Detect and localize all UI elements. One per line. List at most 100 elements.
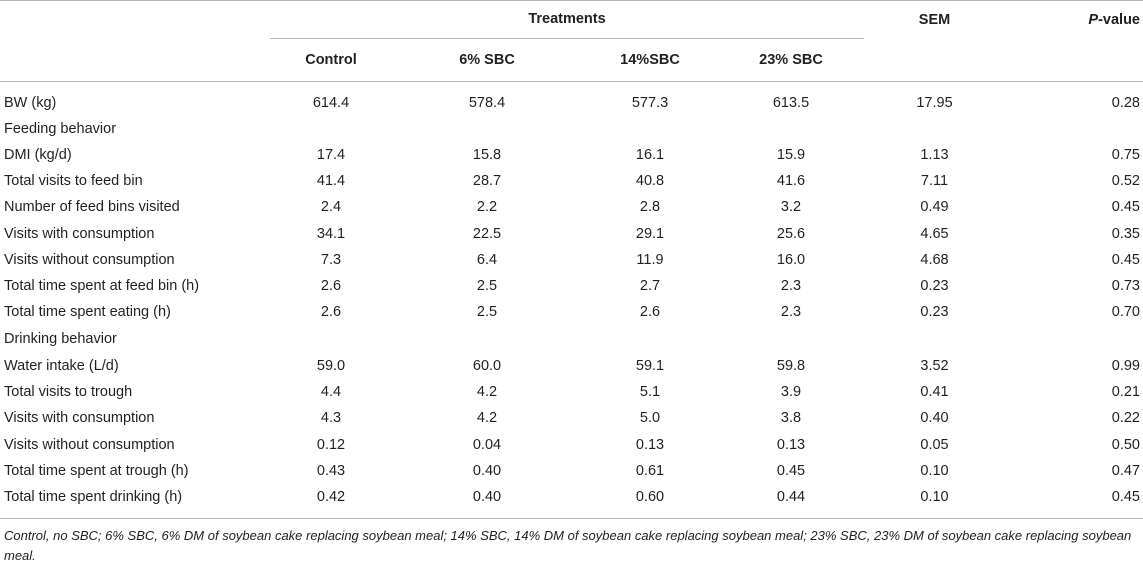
header-row-1: Treatments SEM P-value [0, 0, 1143, 39]
treatments-underline-row [0, 37, 1143, 39]
table-row: DMI (kg/d) 17.4 15.8 16.1 15.9 1.13 0.75 [0, 142, 1143, 168]
row-label: Number of feed bins visited [4, 199, 180, 216]
cell-23-sbc: 25.6 [776, 225, 806, 242]
cell-23-sbc: 16.0 [776, 251, 806, 268]
pvalue-header-rest: -value [1098, 12, 1140, 28]
cell-pvalue: 0.21 [1111, 384, 1140, 401]
cell-23-sbc: 0.45 [776, 462, 806, 479]
section-title-feeding: Feeding behavior [4, 120, 117, 137]
cell-14-sbc: 2.6 [639, 304, 661, 321]
drinking-rows: Water intake (L/d) 59.0 60.0 59.1 59.8 3.52 0.… [0, 353, 1143, 511]
table-footnote: Control, no SBC; 6% SBC, 6% DM of soybea… [4, 528, 1132, 563]
section-row-drinking: Drinking behavior [0, 326, 1143, 353]
pvalue-header-italic: P [1088, 12, 1099, 28]
row-label: Total visits to feed bin [4, 172, 143, 189]
cell-sem: 0.40 [920, 410, 949, 427]
row-label: Total visits to trough [4, 384, 133, 401]
cell-control: 0.12 [316, 436, 346, 453]
cell-sem: 3.52 [920, 357, 949, 374]
cell-23-sbc: 3.2 [780, 199, 802, 216]
cell-control: 59.0 [316, 357, 346, 374]
cell-sem: 17.95 [916, 94, 953, 111]
cell-control: 41.4 [316, 172, 346, 189]
cell-sem: 4.65 [920, 225, 949, 242]
cell-6-sbc: 22.5 [472, 225, 502, 242]
row-label: Total time spent at trough (h) [4, 462, 189, 479]
cell-pvalue: 0.75 [1111, 146, 1140, 163]
cell-control: 4.4 [320, 384, 342, 401]
cell-6-sbc: 28.7 [472, 172, 502, 189]
header-empty-cell [0, 1, 270, 38]
cell-14-sbc: 5.0 [639, 410, 661, 427]
column-header-14-sbc: 14%SBC [620, 51, 680, 68]
cell-6-sbc: 0.40 [472, 489, 502, 506]
cell-sem: 0.41 [920, 384, 949, 401]
sem-header: SEM [864, 1, 1005, 39]
table-row: Visits without consumption 7.3 6.4 11.9 16.0… [0, 247, 1143, 273]
cell-23-sbc: 2.3 [780, 278, 802, 295]
feeding-rows: DMI (kg/d) 17.4 15.8 16.1 15.9 1.13 0.75 Total … [0, 142, 1143, 326]
cell-6-sbc: 2.2 [476, 199, 498, 216]
cell-23-sbc: 3.9 [780, 384, 802, 401]
cell-6-sbc: 2.5 [476, 304, 498, 321]
row-label: Water intake (L/d) [4, 357, 119, 374]
cell-23-sbc: 0.44 [776, 489, 806, 506]
cell-sem: 0.23 [920, 278, 949, 295]
cell-pvalue: 0.73 [1111, 278, 1140, 295]
row-label: BW (kg) [4, 94, 57, 111]
cell-pvalue: 0.45 [1111, 199, 1140, 216]
table-bottom-rule [0, 510, 1143, 519]
cell-6-sbc: 0.04 [472, 436, 502, 453]
table-row: Total time spent at feed bin (h) 2.6 2.5 2.… [0, 273, 1143, 299]
results-table: Treatments SEM P-value Control 6% SBC 14… [0, 0, 1143, 519]
row-label: Total time spent drinking (h) [4, 489, 183, 506]
cell-pvalue: 0.47 [1111, 462, 1140, 479]
table-row-bw: BW (kg) 614.4 578.4 577.3 613.5 17.95 0.… [0, 90, 1143, 116]
sem-header-label: SEM [918, 12, 951, 28]
cell-14-sbc: 59.1 [635, 357, 665, 374]
row-label: Visits without consumption [4, 436, 175, 453]
row-label: DMI (kg/d) [4, 146, 72, 163]
cell-pvalue: 0.50 [1111, 436, 1140, 453]
cell-pvalue: 0.45 [1111, 489, 1140, 506]
cell-pvalue: 0.99 [1111, 357, 1140, 374]
cell-sem: 1.13 [920, 146, 949, 163]
cell-control: 7.3 [320, 251, 342, 268]
cell-control: 34.1 [316, 225, 346, 242]
cell-14-sbc: 2.7 [639, 278, 661, 295]
cell-6-sbc: 6.4 [476, 251, 498, 268]
row-label: Visits with consumption [4, 225, 155, 242]
row-label: Total time spent eating (h) [4, 304, 171, 321]
cell-23-sbc: 41.6 [776, 172, 806, 189]
treatments-header-label: Treatments [528, 11, 606, 28]
cell-14-sbc: 0.60 [635, 489, 665, 506]
cell-14-sbc: 2.8 [639, 199, 661, 216]
pvalue-header: P-value [1005, 1, 1143, 39]
cell-6-sbc: 4.2 [476, 384, 498, 401]
cell-sem: 0.49 [920, 199, 949, 216]
table-row: Visits without consumption 0.12 0.04 0.13 0.… [0, 431, 1143, 457]
cell-23-sbc: 0.13 [776, 436, 806, 453]
cell-sem: 0.23 [920, 304, 949, 321]
cell-control: 0.42 [316, 489, 346, 506]
table-row: Water intake (L/d) 59.0 60.0 59.1 59.8 3.52 0.… [0, 353, 1143, 379]
treatments-underline [270, 37, 864, 39]
cell-pvalue: 0.28 [1111, 94, 1140, 111]
row-label: Visits with consumption [4, 410, 155, 427]
cell-sem: 4.68 [920, 251, 949, 268]
treatments-header: Treatments [270, 1, 864, 38]
cell-control: 2.4 [320, 199, 342, 216]
section-row-feeding: Feeding behavior [0, 116, 1143, 142]
column-header-6-sbc: 6% SBC [459, 51, 515, 68]
cell-23-sbc: 3.8 [780, 410, 802, 427]
cell-14-sbc: 11.9 [636, 251, 664, 268]
cell-14-sbc: 5.1 [639, 384, 661, 401]
table-row: Total time spent at trough (h) 0.43 0.40 0.… [0, 458, 1143, 484]
table-row: Total visits to trough 4.4 4.2 5.1 3.9 0.41 0.… [0, 379, 1143, 405]
table-row: Visits with consumption 4.3 4.2 5.0 3.8 0.40 0… [0, 405, 1143, 431]
cell-14-sbc: 40.8 [635, 172, 665, 189]
cell-23-sbc: 15.9 [776, 146, 806, 163]
cell-14-sbc: 29.1 [635, 225, 665, 242]
cell-control: 17.4 [316, 146, 346, 163]
